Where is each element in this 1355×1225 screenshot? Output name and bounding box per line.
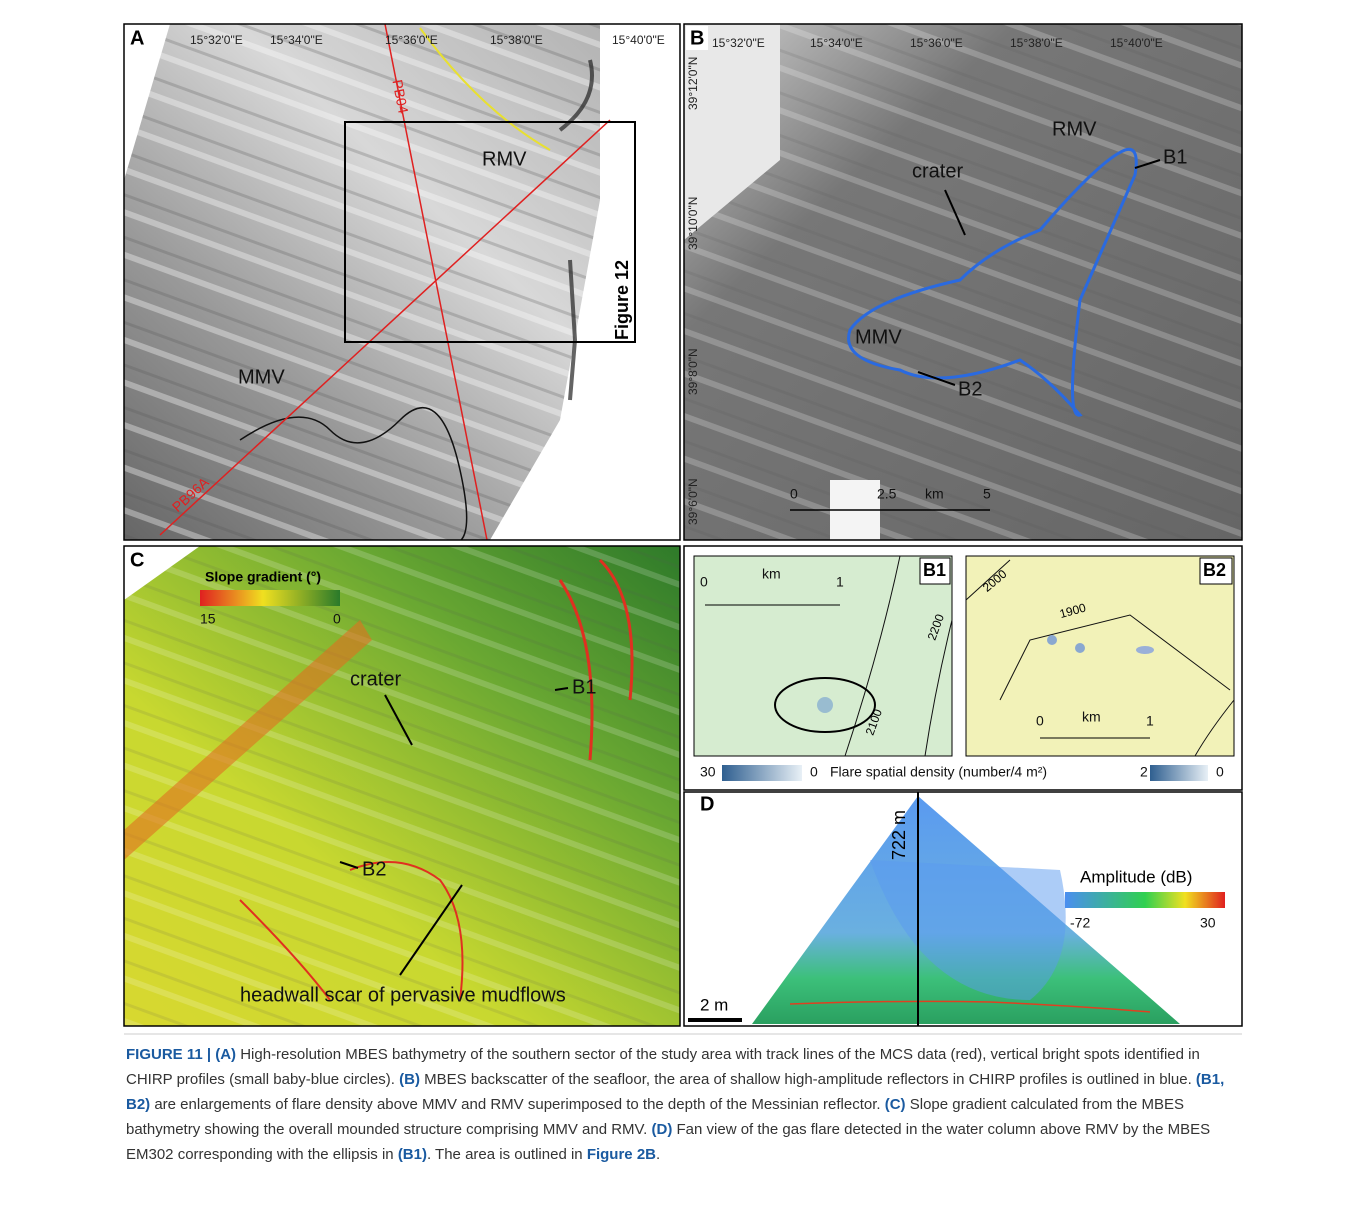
lon-label: 15°32'0"E xyxy=(190,33,243,47)
site-label: crater xyxy=(912,160,963,182)
panel-label: D xyxy=(700,793,714,815)
site-label: MMV xyxy=(855,326,902,348)
scale-label: km xyxy=(1082,709,1101,725)
legend-title: Flare spatial density (number/4 m²) xyxy=(830,764,1047,780)
scale-label: 0 xyxy=(700,574,708,590)
caption-bold: (C) xyxy=(885,1096,906,1113)
site-label: B1 xyxy=(1163,146,1187,168)
page: A 15°32'0"E 15°34'0"E 15°36'0"E 15°38'0"… xyxy=(0,0,1355,1225)
figure: A 15°32'0"E 15°34'0"E 15°36'0"E 15°38'0"… xyxy=(0,0,1355,1035)
scale-label: 1 xyxy=(1146,713,1154,729)
site-label: RMV xyxy=(1052,118,1097,140)
box-label: Figure 12 xyxy=(612,260,632,340)
panel-b xyxy=(684,24,1242,540)
legend-label: 0 xyxy=(333,611,341,627)
caption-bold: Figure 2B xyxy=(587,1146,656,1163)
lat-label: 39°10'0"N xyxy=(686,197,700,250)
scale-label: 2 m xyxy=(700,995,728,1014)
scale-label: 2.5 xyxy=(877,486,897,502)
panel-label: A xyxy=(130,27,144,49)
caption-bold: (B) xyxy=(399,1071,420,1088)
annotation: headwall scar of pervasive mudflows xyxy=(240,984,566,1006)
caption-text: . xyxy=(656,1146,660,1163)
scale-label: 0 xyxy=(790,486,798,502)
site-label: B2 xyxy=(362,858,386,880)
legend-label: 30 xyxy=(1200,915,1216,931)
caption-text: are enlargements of flare density above … xyxy=(150,1096,885,1113)
legend-label: 30 xyxy=(700,764,716,780)
caption-text: MBES backscatter of the seafloor, the ar… xyxy=(420,1071,1196,1088)
lon-label: 15°36'0"E xyxy=(910,36,963,50)
lon-label: 15°40'0"E xyxy=(1110,36,1163,50)
caption-bold: (B1) xyxy=(398,1146,427,1163)
legend-label: 0 xyxy=(810,764,818,780)
scale-label: 1 xyxy=(836,574,844,590)
lon-label: 15°36'0"E xyxy=(385,33,438,47)
caption: FIGURE 11 | (A) High-resolution MBES bat… xyxy=(126,1042,1236,1167)
site-label: B1 xyxy=(572,676,596,698)
scale-label: km xyxy=(925,486,944,502)
caption-bold: FIGURE 11 | (A) xyxy=(126,1046,236,1063)
lon-label: 15°38'0"E xyxy=(1010,36,1063,50)
site-label: B2 xyxy=(958,378,982,400)
panel-label: B2 xyxy=(1203,560,1226,580)
legend-label: -72 xyxy=(1070,915,1090,931)
caption-bold: (D) xyxy=(652,1121,673,1138)
lon-label: 15°32'0"E xyxy=(712,36,765,50)
scale-label: 0 xyxy=(1036,713,1044,729)
legend-title: Slope gradient (°) xyxy=(205,569,321,585)
legend-label: 2 xyxy=(1140,764,1148,780)
lat-label: 39°8'0"N xyxy=(686,348,700,395)
caption-text: . The area is outlined in xyxy=(427,1146,587,1163)
panel-label: B1 xyxy=(923,560,946,580)
panel-label: B xyxy=(690,27,704,49)
lon-label: 15°34'0"E xyxy=(270,33,323,47)
legend-label: 15 xyxy=(200,611,216,627)
site-label: MMV xyxy=(238,366,285,388)
depth-label: 722 m xyxy=(889,810,909,860)
lon-label: 15°34'0"E xyxy=(810,36,863,50)
lon-label: 15°38'0"E xyxy=(490,33,543,47)
site-label: crater xyxy=(350,668,401,690)
lon-label: 15°40'0"E xyxy=(612,33,665,47)
site-label: RMV xyxy=(482,148,527,170)
legend-label: 0 xyxy=(1216,764,1224,780)
scale-label: km xyxy=(762,566,781,582)
legend-title: Amplitude (dB) xyxy=(1080,867,1192,886)
lat-label: 39°12'0"N xyxy=(686,57,700,110)
panel-label: C xyxy=(130,549,144,571)
lat-label: 39°6'0"N xyxy=(686,478,700,525)
scale-label: 5 xyxy=(983,486,991,502)
